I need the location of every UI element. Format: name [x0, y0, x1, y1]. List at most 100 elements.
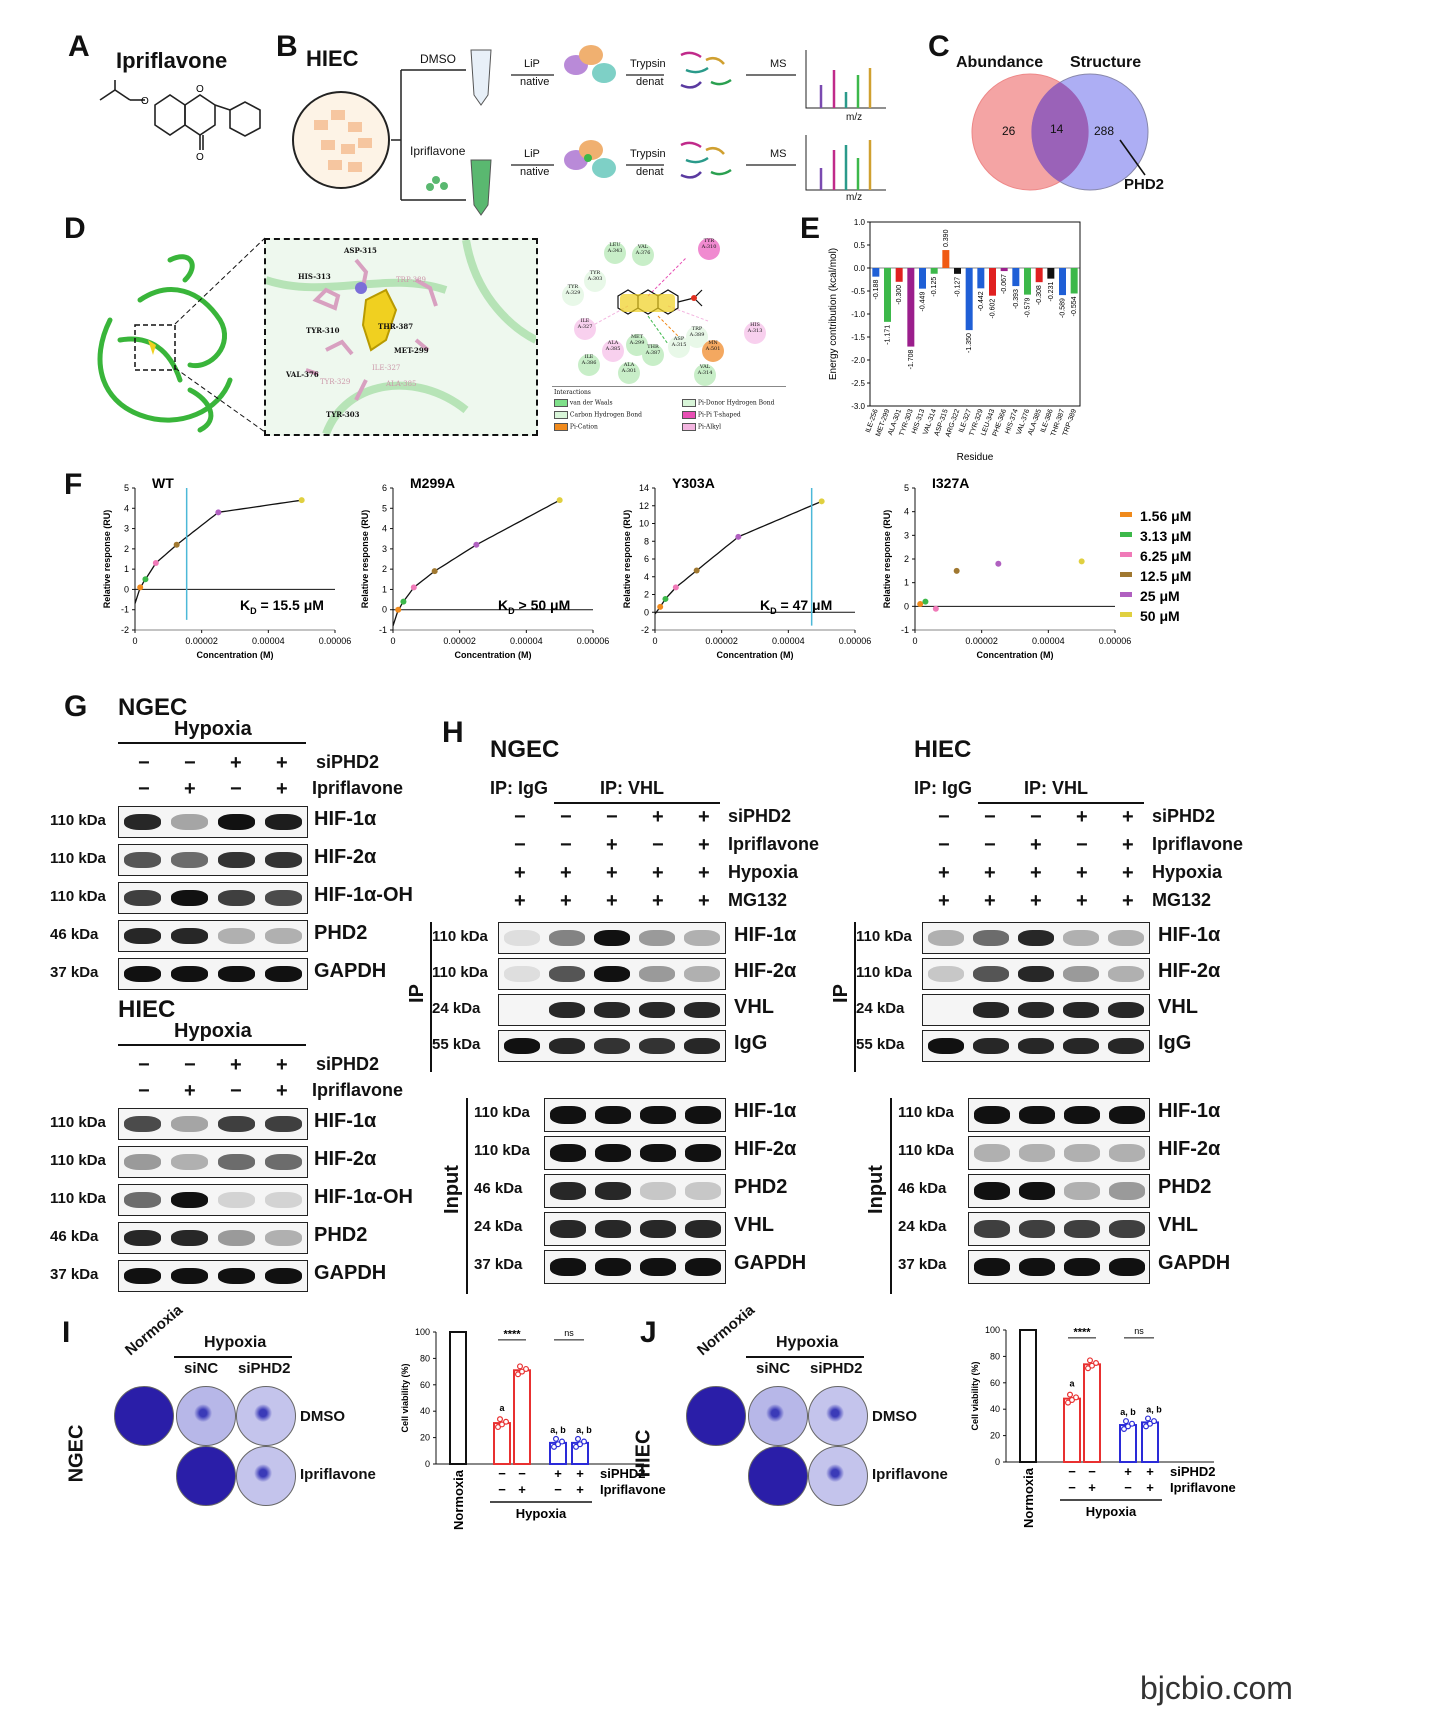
treatment-sign: + [606, 890, 618, 912]
f-ylabel: Relative response (RU) [102, 510, 112, 609]
treatment-label: siPHD2 [1152, 806, 1216, 826]
protein-label: IgG [1158, 1032, 1192, 1054]
via-sign-siphd2: − [498, 1466, 506, 1481]
blot-band [549, 1144, 586, 1162]
f-ytick-label: 4 [644, 572, 649, 582]
f-data-point [431, 568, 438, 575]
panel-b-title: HIEC [306, 46, 359, 71]
res-label-5: THR-387 [378, 322, 414, 331]
blot-band [1063, 929, 1100, 947]
protein-label: HIF-1α [314, 808, 377, 830]
via-sign-ipriflavone: − [498, 1482, 506, 1497]
f-data-point [917, 600, 924, 607]
f-data-point [395, 606, 402, 613]
protein-label: HIF-1α [1158, 924, 1221, 946]
ipriflavone-structure-icon: O O O [99, 80, 261, 163]
via-dot [1084, 1365, 1091, 1372]
blot-band [1108, 1144, 1145, 1162]
treatment-sign: + [1030, 890, 1042, 912]
blot-band [170, 851, 209, 869]
treatment-sign: − [984, 834, 996, 856]
treatment-label: MG132 [728, 890, 788, 910]
via-bar [513, 1369, 531, 1465]
ip-igg-label: IP: IgG [914, 778, 972, 798]
f-legend-swatch [1120, 512, 1132, 517]
energy-bar-chart: 1.00.50.0-0.5-1.0-1.5-2.0-2.5-3.0-0.188I… [828, 218, 1081, 463]
input-bracket [890, 1098, 892, 1294]
via-sig-2: ns [564, 1328, 574, 1338]
map-res-4: TYR A:303 [584, 270, 606, 292]
kda-label: 46 kDa [50, 1228, 99, 1245]
e-value-label: -0.554 [1071, 296, 1078, 316]
f-xtick-label: 0.00002 [443, 636, 476, 646]
blot-band [639, 1144, 676, 1162]
via-dot [1125, 1423, 1132, 1430]
culture-well [748, 1386, 808, 1446]
blot-band [684, 1220, 721, 1238]
blot-band [639, 1106, 676, 1124]
b-lip-1: LiP [524, 58, 540, 70]
blot-row [498, 1030, 726, 1062]
b-denat-2: denat [636, 166, 664, 178]
f-xtick-label: 0.00006 [1099, 636, 1132, 646]
f-legend-swatch [1120, 612, 1132, 617]
input-bracket [466, 1098, 468, 1294]
e-ytick-label: -3.0 [851, 402, 865, 411]
ip-bracket [854, 922, 856, 1072]
legend-item-4: Pi-Pi T-shaped [697, 411, 741, 419]
venn-left-label: Abundance [956, 54, 1044, 71]
treatment-sign: + [652, 806, 664, 828]
blot-row [968, 1174, 1150, 1208]
blot-row [118, 882, 308, 914]
culture-well [748, 1446, 808, 1506]
blot-band [1018, 1144, 1055, 1162]
blot-band [264, 927, 303, 945]
treatment-sign: + [652, 862, 664, 884]
f-ytick-label: 8 [644, 536, 649, 546]
input-section-label: Input [864, 1165, 887, 1214]
blot-band [264, 851, 303, 869]
protein-label: PHD2 [314, 1224, 368, 1246]
kda-label: 24 kDa [856, 1000, 905, 1017]
e-value-label: -0.067 [1001, 274, 1008, 294]
f-xtick-label: 0 [912, 636, 917, 646]
protein-ribbon-structure [97, 254, 233, 433]
treatment-sign: + [698, 834, 710, 856]
blot-row [118, 844, 308, 876]
compound-name: Ipriflavone [116, 48, 228, 73]
protein-label: PHD2 [1158, 1176, 1212, 1198]
treatment-sign: + [606, 834, 618, 856]
f-legend-swatch [1120, 552, 1132, 557]
kda-label: 24 kDa [474, 1218, 523, 1235]
f-data-point [922, 598, 929, 605]
legend-item-1: van der Waals [569, 399, 613, 407]
f-ytick-label: -1 [901, 625, 909, 635]
map-res-8: ALA A:385 [602, 340, 624, 362]
blot-row [922, 922, 1150, 954]
panel-letter-e: E [800, 212, 821, 245]
blot-band [1018, 1182, 1055, 1200]
e-ytick-label: -2.0 [851, 356, 865, 365]
f-data-point [473, 541, 480, 548]
via-dot [1151, 1418, 1158, 1425]
blot-band [503, 929, 540, 947]
sign-ipriflavone: + [276, 1080, 288, 1102]
row-label-siphd2: siPHD2 [316, 752, 380, 772]
blot-band [1063, 1182, 1100, 1200]
kda-label: 37 kDa [898, 1256, 947, 1273]
f-ytick-label: 2 [904, 554, 909, 564]
b-ms-1: MS [770, 58, 787, 70]
via-ytick-label: 80 [420, 1353, 430, 1363]
via-sign-ipriflavone: − [1068, 1480, 1076, 1495]
via-ytick-label: 20 [990, 1431, 1000, 1441]
blot-band [1108, 1037, 1145, 1055]
blot-band [264, 813, 303, 831]
blot-band [1017, 1037, 1055, 1055]
via-ylabel: Cell viability (%) [970, 1361, 980, 1430]
treatment-sign: + [560, 862, 572, 884]
e-bar [965, 268, 973, 331]
via-row-ipriflavone: Ipriflavone [1170, 1480, 1236, 1495]
ip-vhl-label: IP: VHL [600, 778, 665, 798]
via-letter-a: a [499, 1403, 505, 1413]
kda-label: 37 kDa [50, 964, 99, 981]
